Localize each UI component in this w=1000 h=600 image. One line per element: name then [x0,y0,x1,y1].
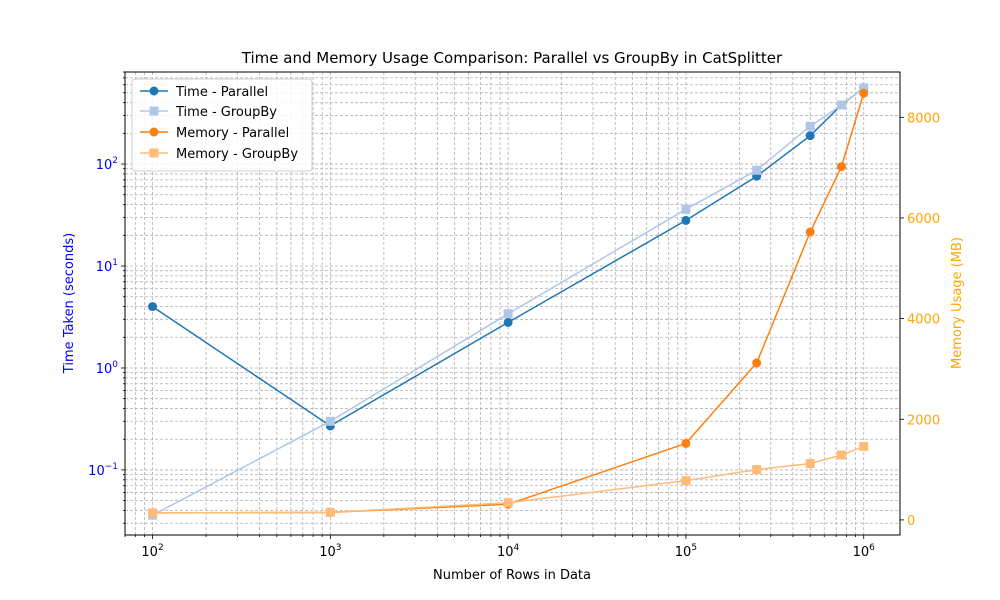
series-memory-groupby [148,441,869,518]
y-right-tick-label: 2000 [907,413,940,428]
y-right-tick-label: 0 [907,514,915,529]
data-point [148,302,158,312]
data-point [681,204,691,214]
data-point [752,465,762,475]
data-point [836,100,846,110]
series-line [152,87,865,516]
chart-title: Time and Memory Usage Comparison: Parall… [241,49,783,67]
data-point [859,441,869,451]
y-right-tick-label: 8000 [907,111,940,126]
data-point [503,498,513,508]
data-point [148,508,158,518]
y-axis-right-label: Memory Usage (MB) [950,237,965,369]
x-axis-label: Number of Rows in Data [433,568,591,583]
series-layer [148,83,869,520]
data-point [325,416,335,426]
y-left-tick-label: 10−1 [88,462,118,479]
data-point [752,165,762,175]
legend-marker [149,127,159,137]
y-right-tick-label: 4000 [907,313,940,328]
legend-label: Memory - GroupBy [176,147,298,162]
x-tick-label: 104 [497,543,520,560]
y-left-tick-label: 100 [96,360,119,377]
legend-label: Time - GroupBy [175,105,277,120]
legend-entry-time-parallel: Time - Parallel [140,85,268,100]
data-point [752,358,762,368]
data-point [859,83,869,93]
data-point [681,476,691,486]
y-left-tick-label: 102 [96,156,118,173]
legend-box [131,78,313,172]
legend-marker [149,106,159,116]
plot-frame [124,71,901,536]
legend-marker [149,148,159,158]
series-line [152,87,865,427]
data-point [503,309,513,319]
y-right-tick-label: 6000 [907,212,940,227]
data-point [805,459,815,469]
legend-label: Memory - Parallel [176,126,289,141]
x-tick-label: 105 [675,543,697,560]
series-line [152,445,864,514]
x-tick-label: 103 [319,543,341,560]
data-point [325,507,335,517]
axes: 102 103 104 105 106 10−1 100 101 102 0 2000 4000 600… [88,71,940,560]
data-point [805,227,815,237]
legend-marker [149,86,159,96]
legend-label: Time - Parallel [175,85,268,100]
y-axis-left-label: Time Taken (seconds) [62,233,77,374]
x-tick-label: 106 [853,543,876,560]
x-tick-label: 102 [141,543,163,560]
data-point [805,121,815,131]
legend-entry-memory-parallel: Memory - Parallel [140,126,289,141]
data-point [681,215,691,225]
data-point [859,88,869,98]
data-point [681,438,691,448]
data-point [836,162,846,172]
data-point [836,450,846,460]
legend: Time - Parallel Time - GroupBy Memory - … [131,78,313,172]
data-point [805,131,815,141]
y-left-tick-label: 101 [96,258,118,275]
legend-entry-time-groupby: Time - GroupBy [140,105,277,120]
data-point [503,317,513,327]
legend-entry-memory-groupby: Memory - GroupBy [140,147,298,162]
